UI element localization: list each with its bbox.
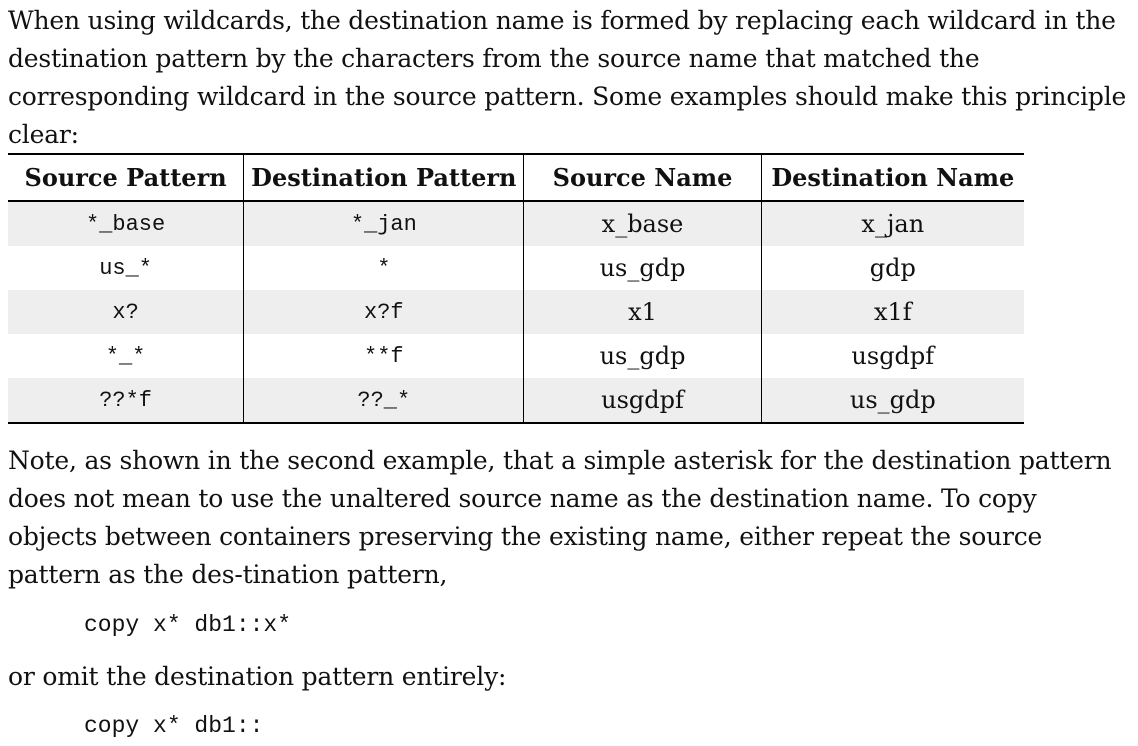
destination-pattern-cell: **f bbox=[243, 334, 524, 378]
destination-name-cell: us_gdp bbox=[760, 378, 1024, 423]
note-paragraph: Note, as shown in the second example, th… bbox=[8, 446, 1112, 589]
header-destination-name: Destination Name bbox=[760, 154, 1024, 202]
source-pattern-cell: us_* bbox=[99, 255, 152, 281]
table-header-row: Source Pattern Destination Pattern Sourc… bbox=[8, 154, 1024, 202]
table-row: us_* * us_gdp gdp bbox=[8, 246, 1024, 290]
omit-paragraph: or omit the destination pattern entirely… bbox=[8, 662, 507, 691]
destination-pattern-cell: *_jan bbox=[243, 201, 524, 246]
source-name-cell: us_gdp bbox=[523, 334, 762, 378]
destination-pattern-cell: x?f bbox=[243, 290, 524, 334]
destination-pattern-cell: ??_* bbox=[243, 378, 524, 423]
code-example-copy-with-pattern: copy x* db1::x* bbox=[84, 612, 292, 638]
destination-name-cell: usgdpf bbox=[760, 334, 1024, 378]
table-row: *_* **f us_gdp usgdpf bbox=[8, 334, 1024, 378]
destination-name-cell: x1f bbox=[760, 290, 1024, 334]
source-pattern-cell: ??*f bbox=[8, 378, 244, 423]
intro-paragraph: When using wildcards, the destination na… bbox=[8, 6, 1127, 149]
source-name-cell: x1 bbox=[523, 290, 762, 334]
destination-name-cell: x_jan bbox=[760, 201, 1024, 246]
destination-pattern-cell: * bbox=[243, 246, 524, 290]
source-name-cell: usgdpf bbox=[523, 378, 762, 423]
code-example-copy-without-pattern: copy x* db1:: bbox=[84, 713, 264, 739]
table-row: ??*f ??_* usgdpf us_gdp bbox=[8, 378, 1024, 423]
source-pattern-cell: *_* bbox=[105, 343, 146, 369]
table-row: *_base *_jan x_base x_jan bbox=[8, 201, 1024, 246]
header-source-pattern: Source Pattern bbox=[8, 154, 244, 202]
wildcard-examples-table: Source Pattern Destination Pattern Sourc… bbox=[8, 153, 1024, 424]
header-destination-pattern: Destination Pattern bbox=[243, 154, 524, 202]
table-row: x? x?f x1 x1f bbox=[8, 290, 1024, 334]
destination-name-cell: gdp bbox=[760, 246, 1024, 290]
source-name-cell: us_gdp bbox=[523, 246, 762, 290]
source-name-cell: x_base bbox=[523, 201, 762, 246]
source-pattern-cell: *_base bbox=[8, 201, 244, 246]
source-pattern-cell: x? bbox=[8, 290, 244, 334]
header-source-name: Source Name bbox=[523, 154, 762, 202]
